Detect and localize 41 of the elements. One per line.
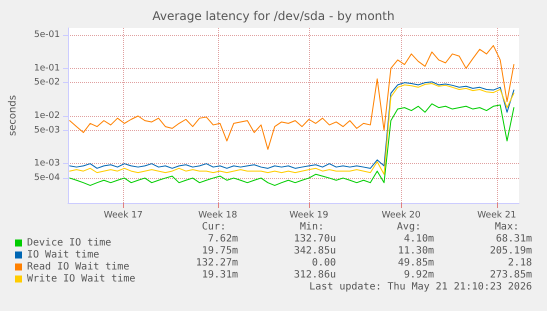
x-tick-label: Week 20: [382, 210, 421, 220]
text: 7.62m: [208, 234, 238, 244]
y-tick-label: 5e-02: [34, 78, 60, 88]
x-tick-label: Week 21: [477, 210, 516, 220]
y-tick-label: 1e-02: [34, 111, 60, 122]
text: 132.27m: [196, 258, 238, 268]
text: 11.30m: [398, 246, 434, 256]
text: 273.85m: [490, 270, 532, 280]
legend-label: Write IO Wait time: [27, 274, 136, 284]
x-tick-label: Week 19: [289, 210, 329, 220]
y-tick-label: 5e-04: [34, 173, 60, 184]
y-axis-title: seconds: [8, 95, 18, 136]
text: 49.85m: [398, 258, 434, 268]
text: 19.31m: [202, 270, 238, 280]
y-tick-label: 1e-03: [34, 158, 60, 169]
text: 132.70u: [294, 234, 336, 244]
y-tick-label: 1e-01: [34, 63, 60, 74]
text: 68.31m: [496, 234, 532, 244]
legend-label: Read IO Wait time: [27, 262, 130, 272]
text: Cur:: [202, 222, 226, 232]
text: Min:: [300, 222, 324, 232]
text: Avg:: [396, 222, 421, 232]
text: 312.86u: [294, 270, 336, 280]
text: 2.18: [508, 258, 532, 268]
legend-label: Device IO time: [27, 238, 112, 248]
x-tick-label: Week 18: [198, 210, 238, 220]
text: 0.00: [312, 258, 336, 268]
text: Last update: Thu May 21 21:10:23 2026: [309, 282, 532, 292]
x-tick-label: Week 17: [104, 210, 143, 220]
line-series: [69, 45, 514, 150]
text: 9.92m: [404, 270, 434, 280]
text: 4.10m: [404, 234, 434, 244]
text: Max:: [494, 222, 519, 232]
y-tick-label: 5e-01: [34, 30, 60, 40]
text: 342.85u: [294, 246, 336, 256]
legend-label: IO Wait time: [27, 250, 100, 260]
y-tick-label: 5e-03: [34, 125, 60, 136]
text: 19.75m: [202, 246, 238, 256]
text: 205.19m: [490, 246, 532, 256]
chart-title: Average latency for /dev/sda - by month: [152, 9, 395, 23]
line-series: [69, 103, 514, 186]
